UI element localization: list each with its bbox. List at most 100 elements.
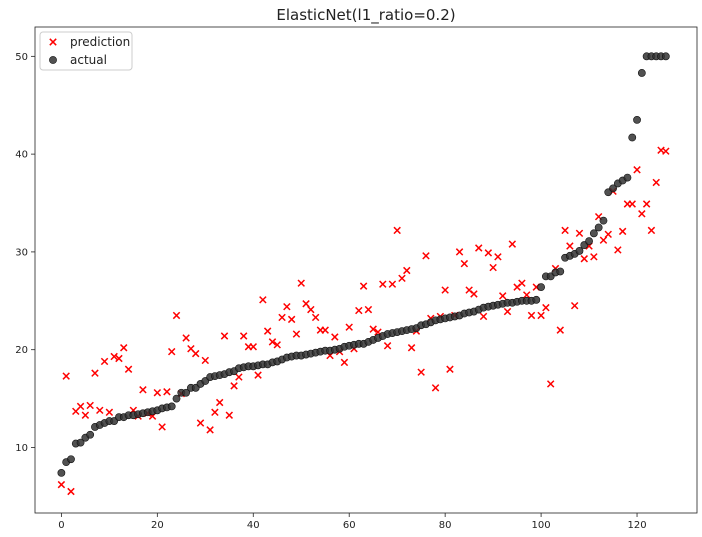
prediction-point (355, 306, 363, 315)
prediction-point (215, 398, 224, 407)
prediction-point (642, 200, 651, 208)
prediction-point (153, 388, 162, 397)
prediction-point (364, 305, 373, 314)
prediction-point (518, 279, 526, 287)
prediction-point (235, 373, 243, 381)
chart-title: ElasticNet(l1_ratio=0.2) (276, 6, 455, 25)
prediction-point (489, 263, 497, 272)
prediction-point (508, 240, 517, 248)
prediction-point (590, 253, 598, 261)
x-tick-label: 80 (439, 520, 452, 531)
legend-marker-actual (49, 56, 57, 64)
prediction-point (172, 311, 181, 320)
y-tick-label: 20 (15, 345, 28, 356)
prediction-point (633, 166, 641, 174)
prediction-point (263, 327, 272, 335)
actual-point (594, 223, 603, 232)
prediction-point (407, 344, 416, 352)
prediction-point (388, 280, 397, 288)
prediction-point (96, 406, 104, 415)
prediction-point (206, 426, 214, 434)
y-tick-label: 50 (15, 52, 28, 63)
prediction-point (110, 352, 118, 361)
prediction-point (537, 311, 545, 320)
prediction-point (383, 342, 392, 350)
x-tick-label: 20 (151, 520, 164, 531)
actual-point (585, 237, 593, 246)
prediction-point (369, 325, 377, 333)
prediction-point (455, 248, 464, 256)
prediction-point (417, 368, 425, 376)
prediction-point (311, 313, 320, 322)
prediction-point (498, 292, 507, 300)
prediction-point (268, 338, 277, 346)
prediction-point (460, 259, 469, 268)
x-tick-label: 60 (343, 520, 356, 531)
prediction-point (158, 423, 166, 431)
prediction-point (614, 246, 622, 254)
prediction-point (527, 311, 536, 320)
prediction-point (249, 343, 257, 351)
prediction-point (618, 227, 627, 236)
actual-point (623, 173, 632, 182)
prediction-point (196, 419, 205, 427)
prediction-point (522, 291, 531, 299)
prediction-point (570, 301, 579, 310)
prediction-point (167, 347, 176, 356)
prediction-point (292, 330, 301, 338)
prediction-point (67, 487, 75, 496)
prediction-point (254, 371, 262, 379)
prediction-point (191, 349, 200, 358)
prediction-point (297, 279, 305, 287)
prediction-point (230, 382, 238, 390)
prediction-point (494, 253, 502, 261)
prediction-point (259, 296, 267, 304)
prediction-point (345, 323, 353, 331)
legend-box (39, 31, 133, 71)
x-tick-label: 120 (627, 520, 646, 531)
x-tick-label: 100 (532, 520, 551, 531)
prediction-point (283, 302, 291, 311)
prediction-point (225, 411, 234, 419)
y-axis: 10 20 30 40 50 (15, 52, 35, 454)
prediction-point (484, 249, 493, 257)
prediction-point (398, 274, 406, 283)
prediction-point (120, 344, 128, 352)
prediction-point (575, 229, 584, 238)
actual-point (575, 247, 584, 255)
prediction-point (115, 354, 123, 363)
prediction-point (76, 402, 85, 411)
prediction-point (163, 388, 171, 396)
y-tick-label: 30 (15, 247, 28, 258)
prediction-point (86, 401, 94, 410)
prediction-point (441, 286, 449, 294)
actual-point (167, 402, 176, 411)
prediction-point (542, 303, 550, 312)
prediction-point (446, 365, 454, 373)
prediction-point (62, 372, 70, 380)
prediction-point (307, 305, 315, 314)
prediction-point (302, 300, 310, 308)
x-tick-label: 40 (247, 520, 260, 531)
prediction-point (201, 356, 210, 365)
actual-point (628, 133, 637, 142)
prediction-point (647, 226, 656, 235)
prediction-point (604, 230, 612, 239)
prediction-point (479, 312, 488, 321)
prediction-point (561, 226, 569, 235)
prediction-point (556, 326, 565, 334)
prediction-point (278, 313, 286, 322)
actual-point (182, 388, 191, 397)
prediction-point (340, 358, 349, 367)
actual-point (637, 69, 646, 77)
data-points (57, 52, 670, 496)
actual-point (86, 430, 95, 439)
prediction-point (220, 332, 229, 340)
prediction-point (211, 408, 219, 417)
prediction-point (580, 255, 588, 263)
prediction-point (321, 326, 329, 334)
prediction-point (57, 480, 66, 489)
actual-point (532, 295, 541, 304)
legend-label-prediction: prediction (70, 35, 130, 49)
prediction-point (331, 333, 339, 341)
